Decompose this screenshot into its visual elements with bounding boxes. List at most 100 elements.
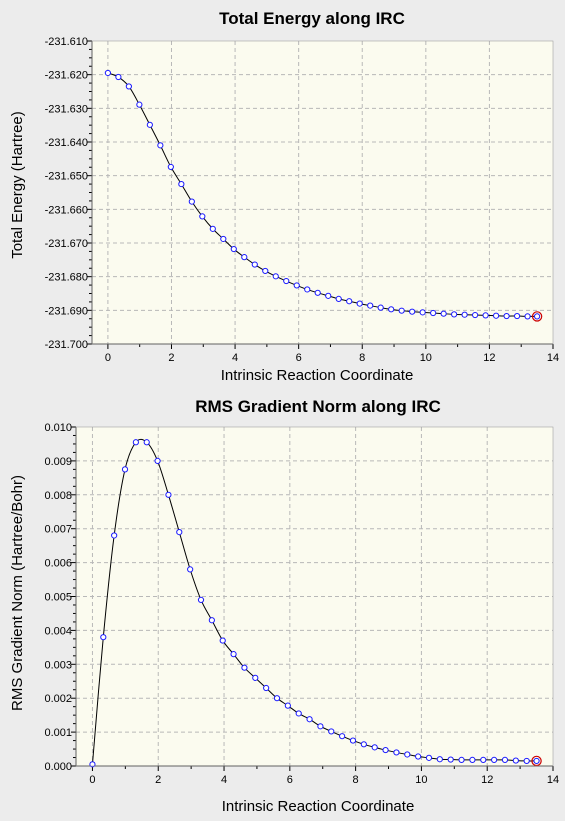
gradient-data-point (447, 756, 454, 763)
gradient-chart-xlabel: Intrinsic Reaction Coordinate (222, 798, 415, 815)
energy-data-point (272, 273, 279, 280)
energy-data-point (220, 235, 227, 243)
gradient-data-point (241, 664, 248, 671)
gradient-x-tick-label: 12 (481, 774, 493, 786)
energy-current-point-marker (531, 311, 543, 322)
energy-data-point (482, 312, 489, 319)
energy-data-point (241, 254, 248, 261)
gradient-data-point (436, 756, 443, 763)
gradient-data-point (176, 528, 183, 536)
gradient-data-point (393, 749, 400, 756)
gradient-data-point (132, 439, 139, 446)
gradient-data-point (284, 702, 291, 709)
energy-data-point (188, 198, 195, 205)
energy-data-point (346, 298, 353, 305)
energy-data-point (388, 306, 395, 313)
energy-x-tick-label: 4 (232, 352, 238, 364)
gradient-chart: RMS Gradient Norm along IRC Intrinsic Re… (9, 397, 559, 815)
energy-data-point (430, 309, 437, 317)
energy-data-point (178, 180, 185, 188)
energy-data-point (451, 311, 458, 318)
energy-data-point (115, 73, 122, 81)
gradient-data-point (219, 637, 226, 644)
energy-x-tick-label: 2 (168, 352, 174, 364)
gradient-x-tick-label: 14 (547, 774, 559, 786)
energy-data-point (251, 261, 258, 268)
gradient-y-tick-label: 0.001 (44, 727, 72, 739)
gradient-data-point (371, 744, 378, 751)
energy-y-tick-label: -231.630 (45, 103, 88, 115)
energy-data-point (377, 304, 384, 311)
gradient-data-point (208, 617, 215, 624)
gradient-y-tick-label: 0.010 (44, 422, 72, 434)
energy-chart-title: Total Energy along IRC (219, 9, 405, 28)
gradient-data-point (523, 757, 530, 765)
energy-data-point (461, 311, 468, 318)
energy-data-point (209, 225, 216, 232)
gradient-chart-ylabel: RMS Gradient Norm (Hartree/Bohr) (9, 475, 26, 711)
energy-data-point (524, 313, 531, 320)
energy-data-point (104, 69, 111, 77)
energy-x-tick-label: 14 (547, 352, 559, 364)
energy-data-point (136, 101, 143, 108)
energy-data-point (419, 309, 426, 316)
gradient-data-point (415, 753, 422, 760)
energy-data-point (440, 310, 447, 317)
gradient-data-point (306, 716, 313, 723)
energy-data-point (146, 121, 153, 128)
gradient-y-tick-label: 0.009 (44, 456, 72, 468)
energy-y-tick-label: -231.640 (45, 137, 88, 149)
gradient-current-point-marker (531, 755, 542, 767)
energy-y-tick-label: -231.690 (45, 305, 88, 317)
energy-data-point (283, 277, 290, 285)
gradient-x-tick-label: 8 (353, 774, 359, 786)
gradient-data-point (295, 710, 302, 717)
gradient-data-point (165, 491, 172, 498)
gradient-data-point (273, 695, 281, 702)
gradient-data-point (197, 596, 205, 603)
gradient-data-point (230, 651, 237, 658)
gradient-y-tick-label: 0.005 (44, 592, 72, 604)
gradient-y-tick-label: 0.004 (44, 625, 72, 637)
energy-chart-ylabel: Total Energy (Hartree) (9, 111, 26, 259)
energy-data-point (409, 308, 416, 315)
energy-data-point (314, 289, 321, 296)
energy-x-tick-label: 12 (483, 352, 495, 364)
gradient-data-point (404, 751, 411, 758)
gradient-data-point (89, 761, 96, 768)
energy-data-point (262, 267, 269, 275)
energy-data-point (492, 312, 500, 319)
gradient-x-tick-label: 10 (415, 774, 427, 786)
gradient-x-tick-label: 0 (89, 774, 95, 786)
gradient-y-tick-label: 0.006 (44, 558, 72, 570)
gradient-x-tick-label: 4 (221, 774, 227, 786)
gradient-data-point (111, 532, 118, 539)
energy-data-point (356, 300, 363, 307)
energy-plot-frame (91, 40, 554, 345)
gradient-data-point (533, 757, 540, 765)
energy-data-point (304, 286, 311, 293)
gradient-y-tick-label: 0.008 (44, 490, 72, 502)
energy-data-point (472, 311, 479, 319)
gradient-y-tick-label: 0.007 (44, 524, 72, 536)
gradient-data-point (263, 684, 270, 692)
gradient-x-tick-label: 6 (287, 774, 293, 786)
gradient-data-point (100, 634, 107, 641)
gradient-data-point (349, 737, 357, 744)
energy-y-tick-label: -231.700 (45, 339, 88, 351)
gradient-data-point (339, 733, 346, 740)
gradient-data-point (458, 756, 465, 763)
energy-data-point (367, 302, 374, 309)
energy-data-point (199, 213, 206, 220)
gradient-data-point (512, 757, 519, 764)
energy-y-tick-label: -231.670 (45, 238, 88, 250)
gradient-data-point (317, 723, 324, 730)
gradient-data-point (425, 754, 433, 761)
energy-data-point (534, 313, 541, 320)
energy-data-point (398, 307, 405, 314)
gradient-x-tick-label: 2 (155, 774, 161, 786)
gradient-data-point (382, 746, 389, 754)
energy-x-tick-label: 10 (420, 352, 432, 364)
